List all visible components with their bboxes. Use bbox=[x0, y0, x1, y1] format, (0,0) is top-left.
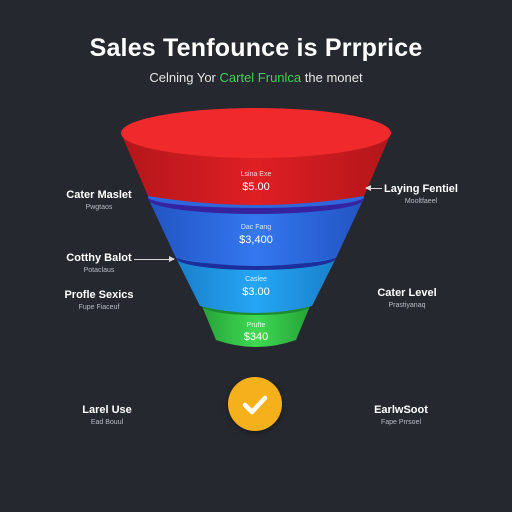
page-title: Sales Tenfounce is Prrprice bbox=[89, 34, 423, 62]
left-label-4: Larel Use Ead Bouul bbox=[42, 404, 172, 426]
left-label-2-sub: Potaclaus bbox=[83, 267, 115, 274]
stage-4-value: $340 bbox=[244, 331, 268, 343]
funnel-stage-1 bbox=[121, 108, 391, 205]
stage-3-value: $3.00 bbox=[242, 286, 270, 298]
right-label-3: EarlwSoot Fape Prrsoel bbox=[336, 404, 466, 426]
stage-2-label: Dac Fang bbox=[241, 224, 271, 231]
page-subtitle: Celning Yor Cartel Frunlca the monet bbox=[0, 70, 512, 85]
subtitle-accent: Cartel Frunlca bbox=[219, 70, 302, 85]
left-label-1: Cater Maslet Pwgtaos bbox=[34, 189, 164, 211]
left-label-2: Cotthy Balot Potaclaus bbox=[34, 252, 164, 274]
left-label-4-title: Larel Use bbox=[82, 404, 132, 416]
right-label-1: Laying Fentiel Mooltfaeel bbox=[356, 183, 486, 205]
right-label-2: Cater Level Prastiyanaq bbox=[342, 287, 472, 309]
stage-3-label: Caslee bbox=[245, 276, 267, 283]
connector-arrow-right-1 bbox=[365, 185, 382, 191]
left-label-1-sub: Pwgtaos bbox=[85, 204, 113, 211]
left-label-3-sub: Fupe Fiaceuf bbox=[78, 304, 120, 311]
subtitle-start: Celning Yor bbox=[149, 70, 220, 85]
left-label-1-title: Cater Maslet bbox=[66, 189, 132, 201]
check-badge bbox=[228, 377, 282, 431]
connector-arrow-left-2 bbox=[134, 256, 175, 262]
stage-1-label: Lsina Exe bbox=[241, 171, 272, 178]
right-label-1-title: Laying Fentiel bbox=[384, 183, 458, 195]
left-label-4-sub: Ead Bouul bbox=[90, 419, 124, 426]
subtitle-end: the monet bbox=[301, 70, 363, 85]
stage-2-value: $3,400 bbox=[239, 234, 273, 246]
left-label-3: Profle Sexics Fupe Fiaceuf bbox=[34, 289, 164, 311]
right-label-3-sub: Fape Prrsoel bbox=[380, 419, 422, 426]
stage-1-value: $5.00 bbox=[242, 181, 270, 193]
left-label-3-title: Profle Sexics bbox=[64, 289, 134, 301]
stage-4-label: Prufte bbox=[247, 322, 266, 329]
right-label-1-sub: Mooltfaeel bbox=[404, 198, 438, 205]
right-label-2-title: Cater Level bbox=[377, 287, 437, 299]
check-icon bbox=[242, 395, 268, 415]
left-label-2-title: Cotthy Balot bbox=[66, 252, 132, 264]
right-label-2-sub: Prastiyanaq bbox=[388, 302, 426, 309]
right-label-3-title: EarlwSoot bbox=[374, 404, 428, 416]
